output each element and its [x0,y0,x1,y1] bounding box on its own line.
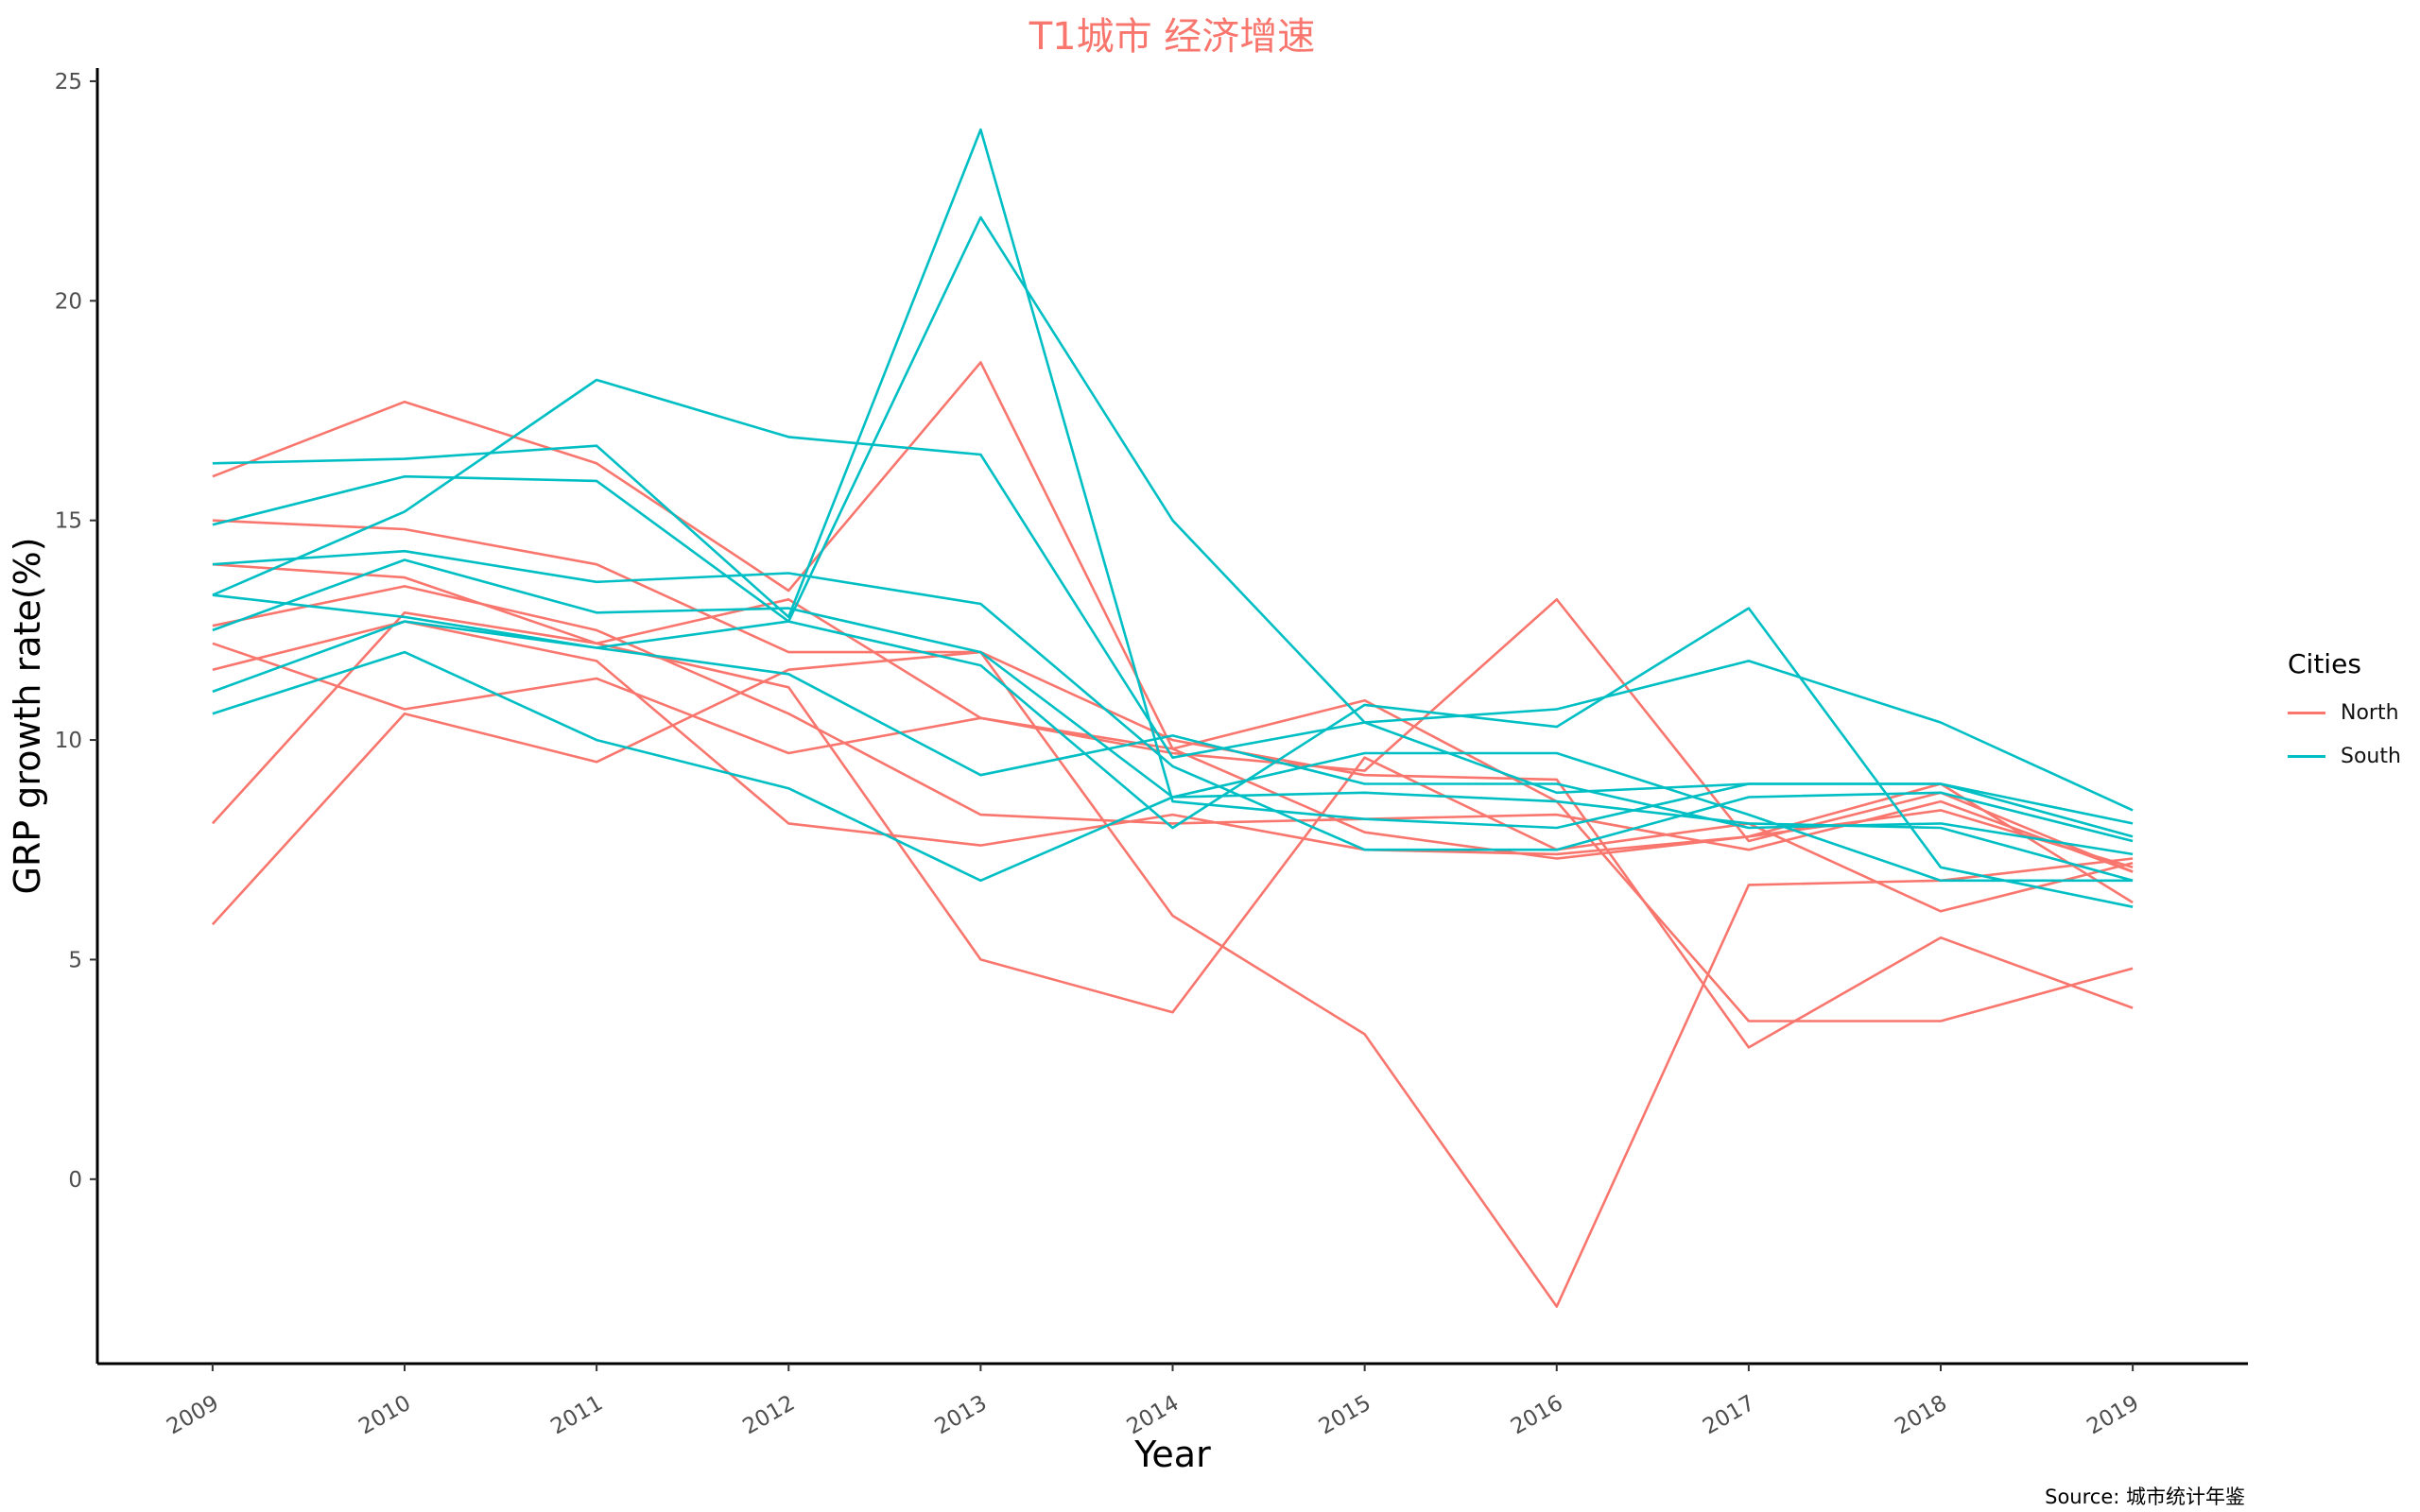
source-note: Source: 城市统计年鉴 [2045,1486,2245,1508]
series-line-north-6 [212,620,2134,869]
legend: Cities North South [2288,648,2401,778]
x-tick-label: 2019 [2083,1391,2143,1440]
chart-title: T1城市 经济增速 [1028,15,1316,59]
series-lines [211,128,2134,1308]
y-tick-label: 0 [68,1168,82,1193]
series-line-north-8 [211,650,2134,1308]
x-tick-label: 2010 [354,1391,415,1440]
legend-label-north: North [2341,700,2399,725]
x-tick-label: 2017 [1699,1391,1759,1440]
series-line-south-10 [212,215,2134,825]
legend-title: Cities [2288,648,2361,679]
series-line-north-2 [212,519,2134,1049]
series-line-north-4 [212,585,2134,873]
legend-item-north: North [2288,691,2401,734]
legend-key-north [2288,711,2325,714]
x-tick-label: 2018 [1891,1391,1951,1440]
legend-item-south: South [2288,734,2401,778]
x-tick-label: 2013 [931,1391,992,1440]
y-tick-label: 15 [55,509,82,534]
legend-label-south: South [2341,744,2401,768]
series-line-north-5 [212,642,2134,904]
series-line-south-14 [212,607,2134,908]
series-line-south-9 [212,128,2134,838]
x-tick-label: 2015 [1315,1391,1375,1440]
x-axis-label: Year [1133,1434,1211,1475]
series-line-north-7 [211,610,2134,1014]
series-line-south-12 [212,378,2134,812]
x-tick-label: 2012 [739,1391,800,1440]
x-tick-label: 2016 [1507,1391,1567,1440]
y-axis-ticks: 0 5 10 15 20 25 [55,70,97,1193]
x-tick-label: 2009 [163,1391,223,1440]
y-tick-label: 5 [68,948,82,972]
series-line-south-16 [212,593,2134,856]
y-tick-label: 10 [55,729,82,753]
y-axis-label: GRP growth rate(%) [7,537,48,894]
y-tick-label: 25 [55,70,82,94]
x-axis-ticks: 2009 2010 2011 2012 2013 2014 2015 2016 2017 2018… [163,1364,2143,1439]
x-tick-label: 2011 [546,1391,607,1440]
x-tick-label: 2014 [1123,1391,1184,1440]
series-line-south-15 [212,650,2134,883]
series-line-south-11 [212,549,2134,851]
legend-key-south [2288,754,2325,758]
y-tick-label: 20 [55,289,82,314]
